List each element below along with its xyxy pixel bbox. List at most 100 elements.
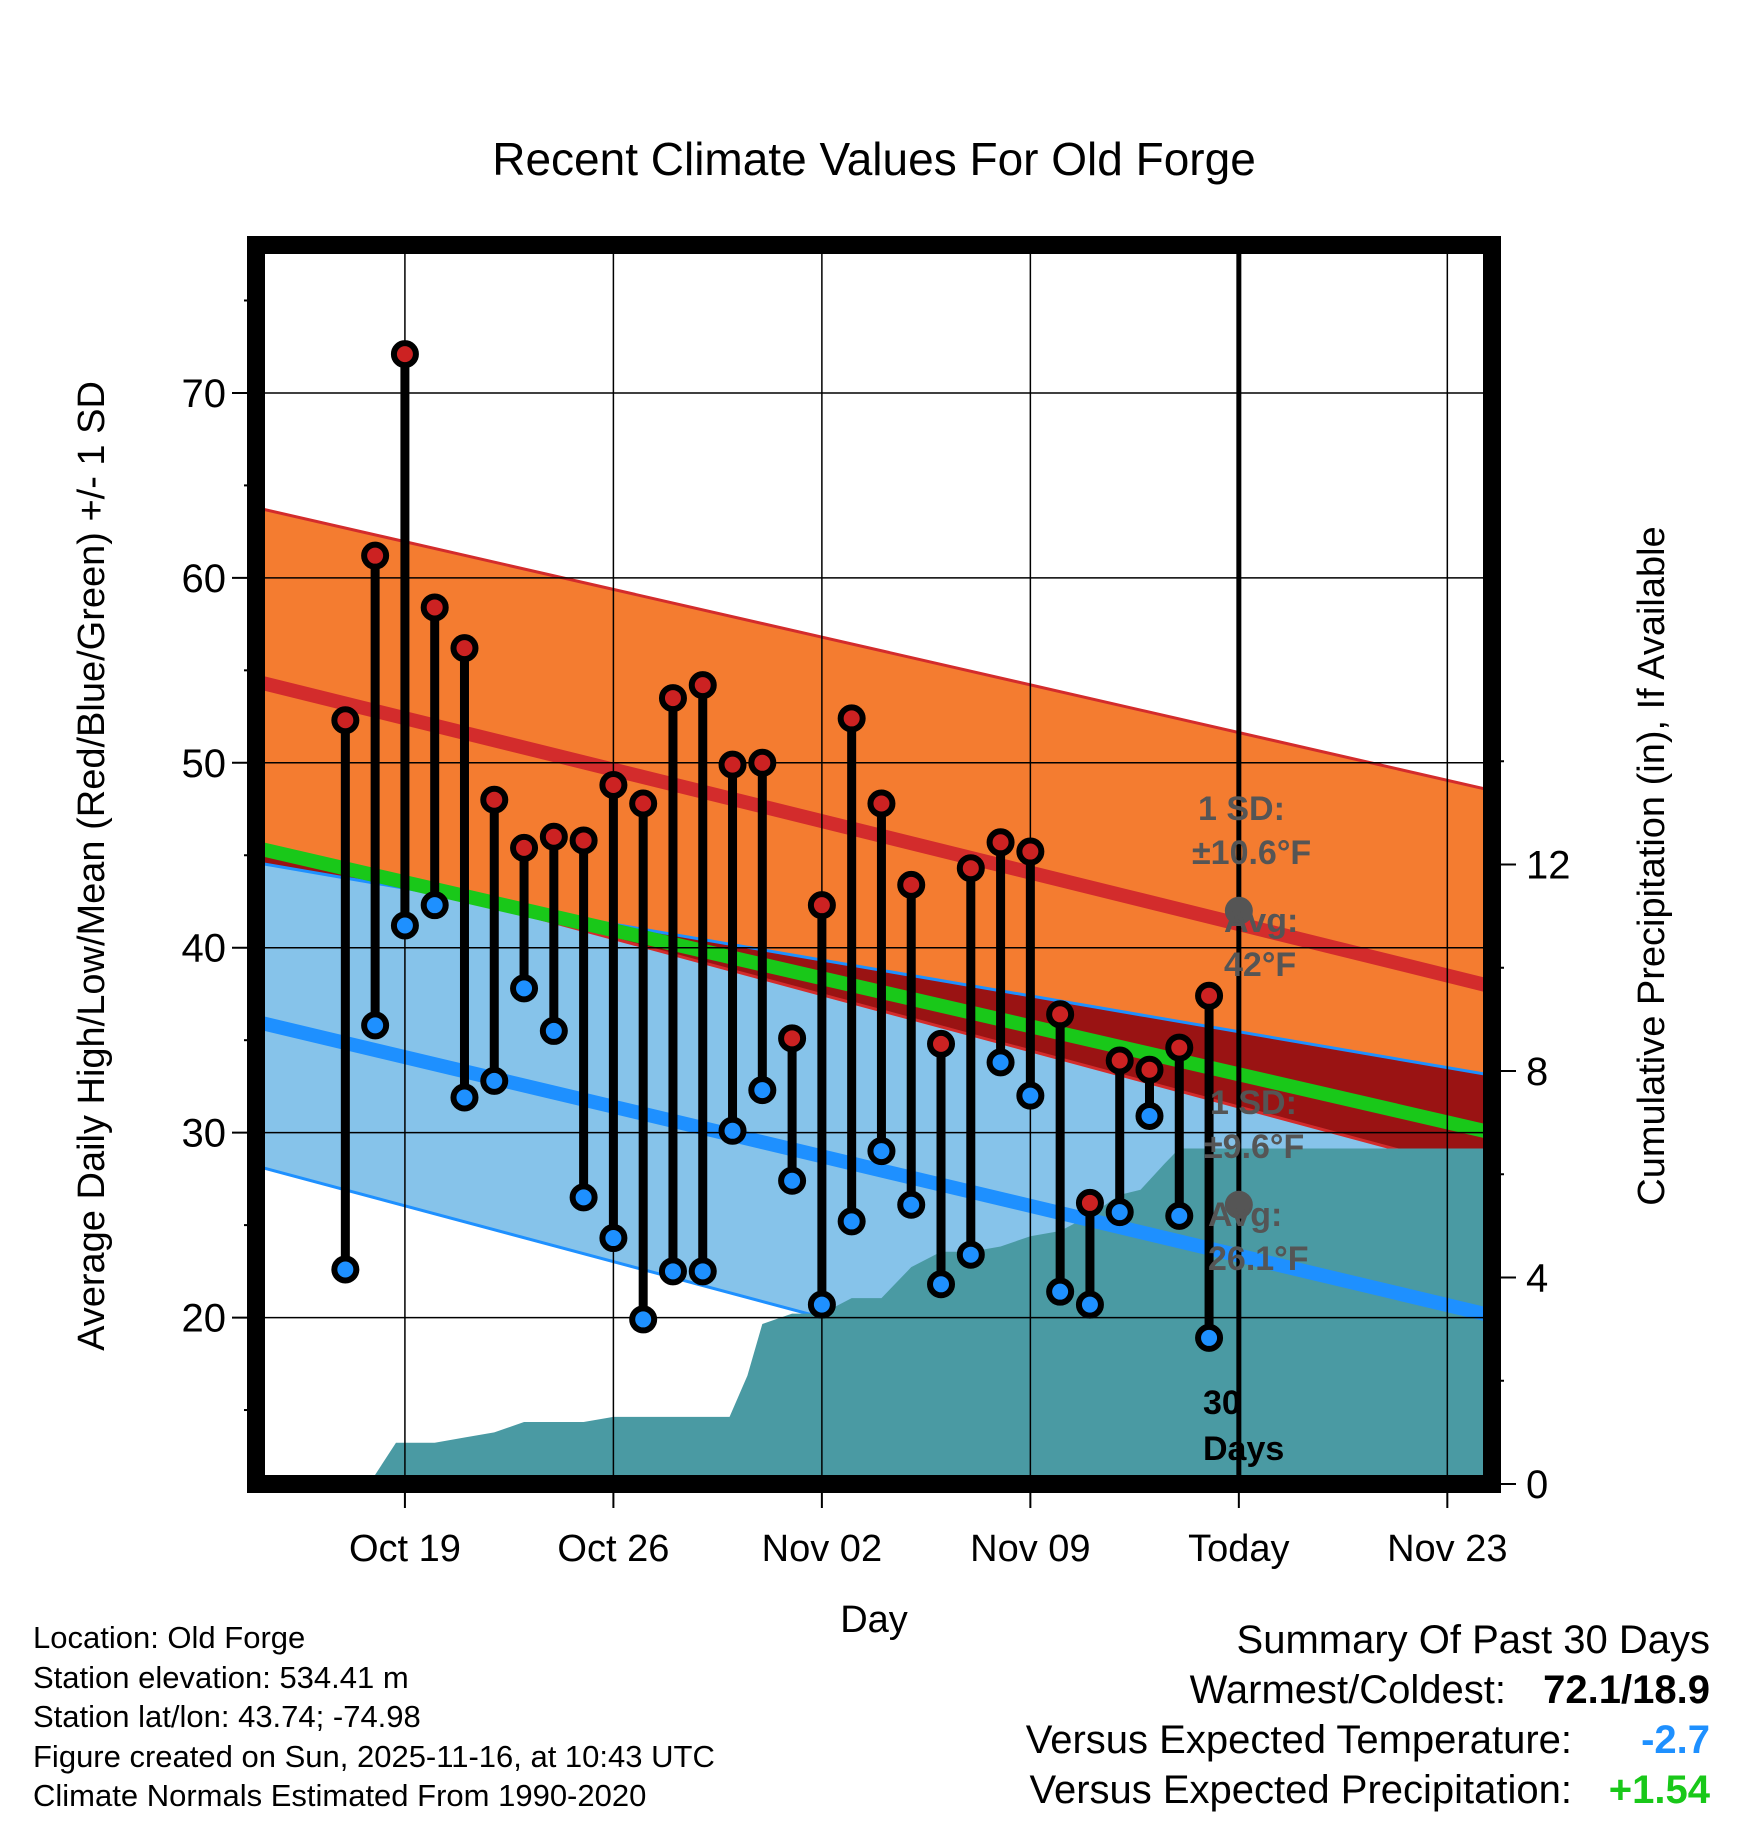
low-avg-value: 26.1°F bbox=[1208, 1240, 1309, 1278]
y-left-tick-label: 70 bbox=[182, 372, 227, 416]
x-axis-label: Day bbox=[840, 1599, 908, 1641]
daily-high-point bbox=[1016, 837, 1045, 866]
latlon-text: Station lat/lon: 43.74; -74.98 bbox=[33, 1699, 421, 1734]
low-sd-label: 1 SD: bbox=[1210, 1084, 1297, 1122]
daily-low-point bbox=[1016, 1081, 1045, 1110]
window-label-days: Days bbox=[1203, 1430, 1284, 1468]
daily-high-point bbox=[1105, 1046, 1134, 1075]
high-sd-band bbox=[256, 507, 1492, 1176]
warm-cold-label: Warmest/Coldest: bbox=[1189, 1668, 1506, 1712]
low-avg-marker bbox=[1224, 1190, 1253, 1219]
summary-title: Summary Of Past 30 Days bbox=[1236, 1618, 1710, 1662]
summary-precip: Versus Expected Precipitation: +1.54 bbox=[1026, 1765, 1710, 1815]
daily-high-point bbox=[927, 1029, 956, 1058]
y-right-tick-label: 12 bbox=[1526, 844, 1571, 888]
daily-high-point bbox=[837, 704, 866, 733]
x-tick-label: Oct 19 bbox=[349, 1528, 461, 1570]
daily-low-point bbox=[1075, 1290, 1104, 1319]
daily-low-point bbox=[658, 1257, 687, 1286]
daily-high-point bbox=[986, 828, 1015, 857]
x-tick-label: Nov 09 bbox=[970, 1528, 1090, 1570]
y-left-tick-label: 30 bbox=[182, 1112, 227, 1156]
summary-temp: Versus Expected Temperature: -2.7 bbox=[1026, 1715, 1710, 1765]
daily-low-point bbox=[331, 1255, 360, 1284]
summary-warm-cold: Warmest/Coldest: 72.1/18.9 bbox=[1026, 1665, 1710, 1715]
daily-high-point bbox=[569, 826, 598, 855]
x-tick-label: Today bbox=[1188, 1528, 1289, 1570]
y-right-tick-label: 4 bbox=[1526, 1257, 1548, 1301]
daily-low-point bbox=[510, 974, 539, 1003]
band-edge-high-upper bbox=[256, 506, 1492, 792]
high-avg-marker bbox=[1224, 896, 1253, 925]
daily-low-point bbox=[1046, 1277, 1075, 1306]
y-left-tick-label: 40 bbox=[182, 927, 227, 971]
summary-panel: Summary Of Past 30 Days Warmest/Coldest:… bbox=[1026, 1615, 1710, 1815]
daily-high-point bbox=[539, 822, 568, 851]
daily-low-point bbox=[1165, 1201, 1194, 1230]
low-sd-value: ±9.6°F bbox=[1204, 1128, 1304, 1166]
location-text: Location: Old Forge bbox=[33, 1620, 306, 1655]
daily-high-point bbox=[450, 634, 479, 663]
daily-high-point bbox=[867, 789, 896, 818]
daily-high-point bbox=[1195, 981, 1224, 1010]
y-right-tick-label: 0 bbox=[1526, 1463, 1548, 1507]
daily-low-point bbox=[629, 1305, 658, 1334]
window-label-30: 30 bbox=[1203, 1384, 1241, 1422]
daily-low-point bbox=[688, 1257, 717, 1286]
daily-low-point bbox=[927, 1270, 956, 1299]
x-tick-label: Oct 26 bbox=[557, 1528, 669, 1570]
daily-high-point bbox=[807, 891, 836, 920]
daily-low-point bbox=[718, 1116, 747, 1145]
daily-low-point bbox=[867, 1137, 896, 1166]
high-sd-label: 1 SD: bbox=[1198, 790, 1285, 828]
y-left-tick-label: 20 bbox=[182, 1297, 227, 1341]
daily-high-point bbox=[599, 770, 628, 799]
daily-high-point bbox=[1165, 1033, 1194, 1062]
axes: Oct 19 Oct 26 Nov 02 Nov 09 Today Nov 23 20 30 4… bbox=[182, 236, 1571, 1570]
daily-low-point bbox=[986, 1048, 1015, 1077]
y-axis-label-left: Average Daily High/Low/Mean (Red/Blue/Gr… bbox=[71, 381, 113, 1351]
daily-high-point bbox=[629, 789, 658, 818]
daily-high-point bbox=[361, 541, 390, 570]
y-right-tick-label: 8 bbox=[1526, 1050, 1548, 1094]
daily-low-point bbox=[450, 1083, 479, 1112]
high-avg-label: Avg: bbox=[1224, 902, 1298, 940]
daily-low-point bbox=[807, 1290, 836, 1319]
daily-low-point bbox=[897, 1190, 926, 1219]
x-tick-label: Nov 02 bbox=[762, 1528, 882, 1570]
created-text: Figure created on Sun, 2025-11-16, at 10… bbox=[33, 1738, 715, 1774]
temp-value: -2.7 bbox=[1641, 1718, 1710, 1762]
daily-high-point bbox=[897, 870, 926, 899]
daily-high-point bbox=[778, 1024, 807, 1053]
daily-low-point bbox=[361, 1011, 390, 1040]
daily-high-point bbox=[420, 593, 449, 622]
daily-low-point bbox=[1135, 1101, 1164, 1130]
daily-low-point bbox=[1195, 1323, 1224, 1352]
daily-high-point bbox=[688, 671, 717, 700]
daily-low-point bbox=[480, 1066, 509, 1095]
y-axis-label-right: Cumulative Precipitation (in), If Availa… bbox=[1631, 526, 1673, 1205]
daily-low-point bbox=[748, 1076, 777, 1105]
daily-high-point bbox=[748, 748, 777, 777]
daily-high-point bbox=[1075, 1188, 1104, 1217]
high-sd-value: ±10.6°F bbox=[1192, 834, 1311, 872]
daily-high-point bbox=[718, 750, 747, 779]
chart-title: Recent Climate Values For Old Forge bbox=[492, 133, 1256, 185]
temp-label: Versus Expected Temperature: bbox=[1025, 1718, 1572, 1762]
daily-low-point bbox=[539, 1016, 568, 1045]
elevation-text: Station elevation: 534.41 m bbox=[33, 1659, 409, 1695]
daily-high-point bbox=[956, 854, 985, 883]
daily-low-point bbox=[390, 911, 419, 940]
plot-area: 1 SD: ±10.6°F Avg: 42°F 1 SD: ±9.6°F Avg: 26.1°… bbox=[256, 245, 1492, 1484]
daily-high-point bbox=[390, 340, 419, 369]
daily-high-point bbox=[331, 706, 360, 735]
daily-high-point bbox=[1135, 1055, 1164, 1084]
station-metadata: Location: Old Forge Station elevation: 5… bbox=[33, 1618, 715, 1816]
daily-low-point bbox=[569, 1183, 598, 1212]
daily-high-point bbox=[1046, 1000, 1075, 1029]
y-left-tick-label: 50 bbox=[182, 742, 227, 786]
normals-text: Climate Normals Estimated From 1990-2020 bbox=[33, 1778, 647, 1813]
warm-cold-value: 72.1/18.9 bbox=[1543, 1668, 1710, 1712]
daily-high-point bbox=[658, 684, 687, 713]
